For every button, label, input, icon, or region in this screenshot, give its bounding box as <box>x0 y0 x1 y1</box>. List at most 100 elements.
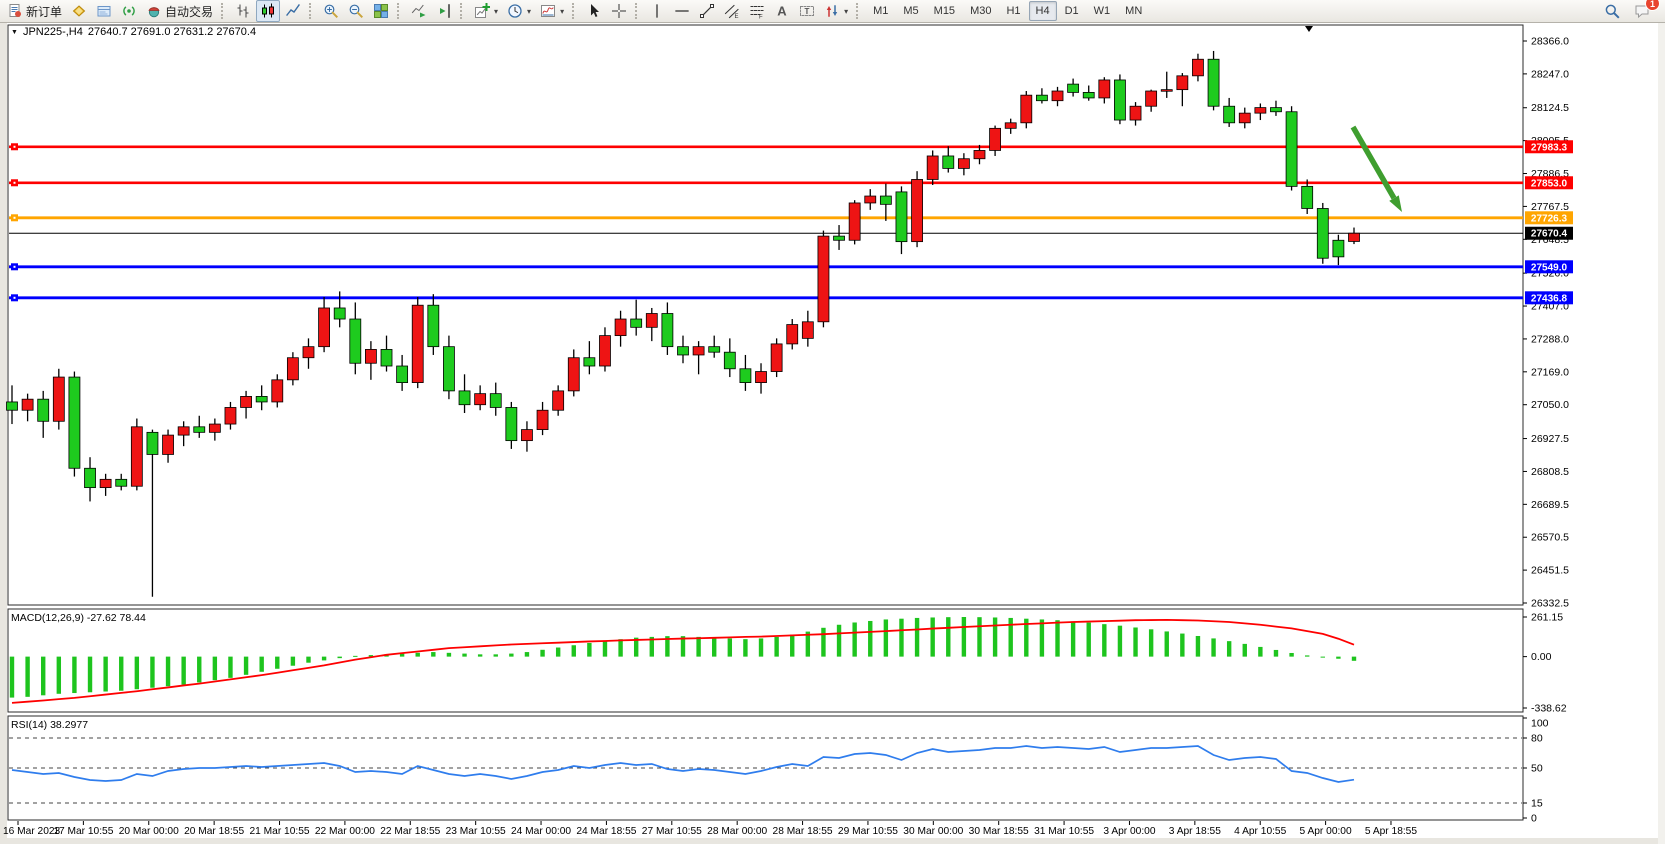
svg-text:T: T <box>805 7 810 16</box>
trendline-icon <box>700 4 715 18</box>
profiles-button[interactable] <box>92 0 116 22</box>
timeframe-button-m5[interactable]: M5 <box>903 5 919 17</box>
bear-candle <box>879 195 892 205</box>
svg-text:100: 100 <box>1531 718 1549 730</box>
timeframe-button-h4[interactable]: H4 <box>1028 1 1057 21</box>
signal-button[interactable] <box>117 0 141 22</box>
crosshair-icon <box>612 4 627 18</box>
svg-text:31 Mar 10:55: 31 Mar 10:55 <box>1034 826 1094 837</box>
trendline-button[interactable] <box>695 0 719 22</box>
svg-text:27670.4: 27670.4 <box>1531 229 1568 240</box>
bear-candle <box>1316 208 1329 259</box>
fibonacci-button[interactable]: F <box>745 0 769 22</box>
text-icon: A <box>777 4 787 19</box>
bull-candle <box>365 349 377 364</box>
bear-candle <box>583 357 596 367</box>
toolbar-separator <box>635 3 640 19</box>
bear-candle <box>677 346 689 356</box>
bar-chart-button[interactable] <box>231 0 255 22</box>
gold-icon <box>72 5 86 17</box>
zoom-in-button[interactable] <box>319 0 343 22</box>
trend-arrow[interactable] <box>1350 125 1402 212</box>
equidistant-channel-icon: E <box>724 4 739 19</box>
periods-button[interactable]: ▾ <box>503 0 535 22</box>
bear-candle <box>6 401 18 411</box>
bear-candle <box>193 426 206 433</box>
support-line-1-badge <box>1525 260 1573 274</box>
timeframe-button-mn[interactable]: MN <box>1125 5 1143 17</box>
svg-text:20 Mar 18:55: 20 Mar 18:55 <box>184 826 244 837</box>
bull-candle <box>1020 94 1033 124</box>
auto-scroll-button[interactable] <box>407 0 431 22</box>
arrows-button[interactable]: ▾ <box>820 0 852 22</box>
timeframe-button-m30[interactable]: M30 <box>970 5 992 17</box>
text-label-button[interactable]: T <box>795 0 819 22</box>
bear-candle <box>1114 79 1126 121</box>
timeframe-button-m1[interactable]: M1 <box>873 5 889 17</box>
bear-candle <box>37 398 50 422</box>
zoom-in-icon <box>324 4 339 19</box>
price-axis: 28366.028247.028124.528005.527886.527767… <box>1523 36 1569 825</box>
vertical-line-icon <box>656 4 658 18</box>
svg-text:27050.0: 27050.0 <box>1531 399 1569 411</box>
tile-windows-button[interactable] <box>369 0 393 22</box>
macd-histogram <box>9 617 1357 698</box>
svg-text:27726.3: 27726.3 <box>1531 213 1568 224</box>
svg-text:17 Mar 10:55: 17 Mar 10:55 <box>53 826 113 837</box>
chart-window[interactable]: 28366.028247.028124.528005.527886.527767… <box>0 22 1665 844</box>
chart-shift-icon <box>440 4 450 18</box>
price-badges: 27983.3 27853.0 27726.3 27670.4 27549.0 27436… <box>1525 140 1573 305</box>
svg-text:26689.5: 26689.5 <box>1531 499 1569 511</box>
bull-candle <box>21 398 34 411</box>
bear-candle <box>661 313 674 348</box>
bull-candle <box>614 318 627 337</box>
bull-candle <box>1051 90 1064 102</box>
timeframe-button-h1[interactable]: H1 <box>1006 5 1021 17</box>
notifications-button[interactable]: 1 <box>1630 0 1660 22</box>
bull-candle <box>240 396 252 408</box>
horizontal-line-button[interactable] <box>670 0 694 22</box>
svg-text:4 Apr 10:55: 4 Apr 10:55 <box>1234 826 1286 837</box>
dropdown-caret-icon: ▾ <box>560 6 565 16</box>
bear-candle <box>427 304 440 348</box>
zoom-out-button[interactable] <box>344 0 368 22</box>
crosshair-button[interactable] <box>607 0 631 22</box>
chart-marker-icon <box>1305 26 1313 32</box>
timeframe-button-d1[interactable]: D1 <box>1064 5 1079 17</box>
bull-candle <box>848 202 861 241</box>
line-chart-icon <box>286 4 301 16</box>
templates-button[interactable]: ▾ <box>536 0 568 22</box>
bull-candle <box>302 346 315 359</box>
search-button[interactable] <box>1600 0 1624 22</box>
new-chart-icon <box>475 3 491 18</box>
bull-candle <box>817 235 830 323</box>
autotrade-button[interactable]: 自动交易 <box>142 0 217 22</box>
candle-chart-button[interactable] <box>256 0 281 22</box>
new-chart-button[interactable]: ▾ <box>470 0 502 22</box>
bull-candle <box>286 357 299 381</box>
svg-text:30 Mar 00:00: 30 Mar 00:00 <box>903 826 963 837</box>
vertical-line-button[interactable] <box>645 0 669 22</box>
svg-text:22 Mar 18:55: 22 Mar 18:55 <box>380 826 440 837</box>
price-chart-canvas[interactable]: 28366.028247.028124.528005.527886.527767… <box>0 22 1665 844</box>
toolbar: 新订单 自动交易 ▾ ▾ ▾ E F A T ▾ M1 M5 M15 M30 H1 H4 D1 W1 MN 1 <box>0 0 1665 23</box>
line-chart-button[interactable] <box>281 0 305 22</box>
svg-text:3 Apr 18:55: 3 Apr 18:55 <box>1169 826 1221 837</box>
bear-candle <box>68 376 81 469</box>
chart-shift-button[interactable] <box>432 0 456 22</box>
equidistant-channel-button[interactable]: E <box>720 0 744 22</box>
bull-candle <box>177 426 190 436</box>
bear-candle <box>1332 239 1345 258</box>
cursor-button[interactable] <box>582 0 606 22</box>
timeframe-button-w1[interactable]: W1 <box>1093 5 1111 17</box>
text-button[interactable]: A <box>770 0 794 22</box>
bull-candle <box>130 426 143 487</box>
timeframe-button-m15[interactable]: M15 <box>933 5 956 17</box>
bull-candle <box>552 390 565 411</box>
bull-candle <box>692 346 705 356</box>
autotrade-icon <box>148 7 160 18</box>
svg-text:26570.5: 26570.5 <box>1531 532 1569 544</box>
gold-button[interactable] <box>67 0 91 22</box>
new-order-button[interactable]: 新订单 <box>3 0 66 22</box>
